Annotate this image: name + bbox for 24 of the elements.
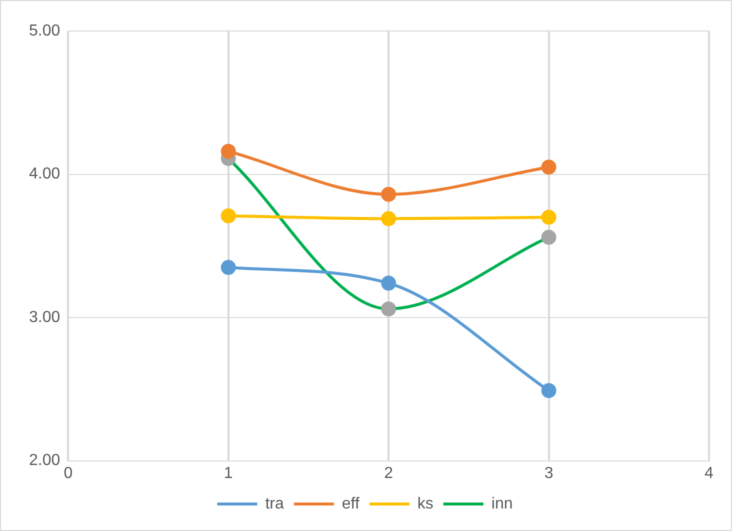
point xyxy=(381,301,396,316)
point xyxy=(541,383,556,398)
x-tick-label: 4 xyxy=(704,464,714,482)
point xyxy=(220,144,236,159)
x-tick-label: 2 xyxy=(384,464,394,482)
legend-label: tra xyxy=(265,495,284,512)
point xyxy=(541,210,556,225)
point xyxy=(541,160,556,175)
point xyxy=(541,230,556,245)
legend-label: eff xyxy=(342,495,360,512)
y-tick-label: 4.00 xyxy=(29,166,60,183)
y-tick-label: 3.00 xyxy=(29,308,60,326)
point xyxy=(381,276,396,291)
legend-label: ks xyxy=(417,495,434,512)
legend-label: inn xyxy=(491,495,513,512)
x-tick-label: 0 xyxy=(64,464,73,482)
y-tick-label: 5.00 xyxy=(29,22,60,40)
point xyxy=(381,186,396,202)
y-tick-label: 2.00 xyxy=(29,452,60,470)
point xyxy=(220,208,236,224)
x-tick-label: 3 xyxy=(544,464,554,482)
x-tick-label: 1 xyxy=(224,464,233,482)
point xyxy=(220,260,236,275)
point xyxy=(381,211,396,226)
